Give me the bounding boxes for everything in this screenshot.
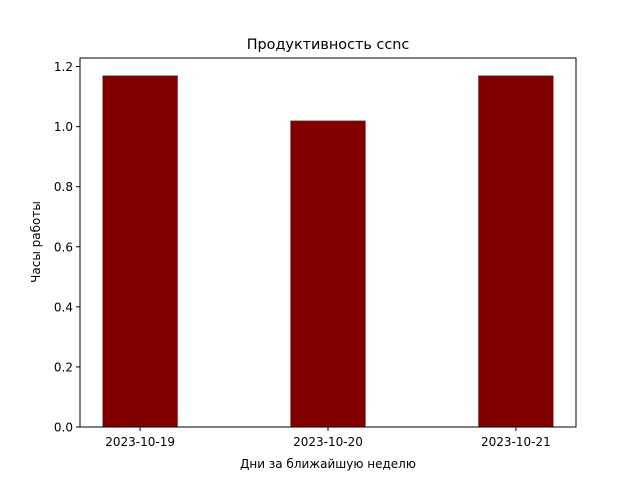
x-axis-label: Дни за ближайшую неделю bbox=[240, 457, 416, 471]
x-axis: 2023-10-19 2023-10-20 2023-10-21 bbox=[105, 427, 551, 449]
y-tick-label: 0.4 bbox=[54, 300, 73, 314]
x-tick-label: 2023-10-19 bbox=[105, 435, 175, 449]
y-tick-label: 0.0 bbox=[54, 421, 73, 435]
chart-title: Продуктивность ccnc bbox=[247, 37, 410, 53]
bar-2023-10-21 bbox=[478, 75, 554, 428]
bar-2023-10-20 bbox=[290, 120, 366, 427]
y-tick-label: 1.2 bbox=[54, 60, 73, 74]
bar-2023-10-19 bbox=[102, 75, 178, 428]
y-tick-label: 0.8 bbox=[54, 180, 73, 194]
bars-layer bbox=[102, 75, 554, 428]
x-tick-label: 2023-10-21 bbox=[481, 435, 551, 449]
y-tick-label: 0.6 bbox=[54, 240, 73, 254]
y-axis: 0.0 0.2 0.4 0.6 0.8 1.0 1.2 bbox=[54, 60, 80, 435]
x-tick-label: 2023-10-20 bbox=[293, 435, 363, 449]
y-tick-label: 1.0 bbox=[54, 120, 73, 134]
y-axis-label: Часы работы bbox=[29, 201, 43, 283]
y-tick-label: 0.2 bbox=[54, 360, 73, 374]
